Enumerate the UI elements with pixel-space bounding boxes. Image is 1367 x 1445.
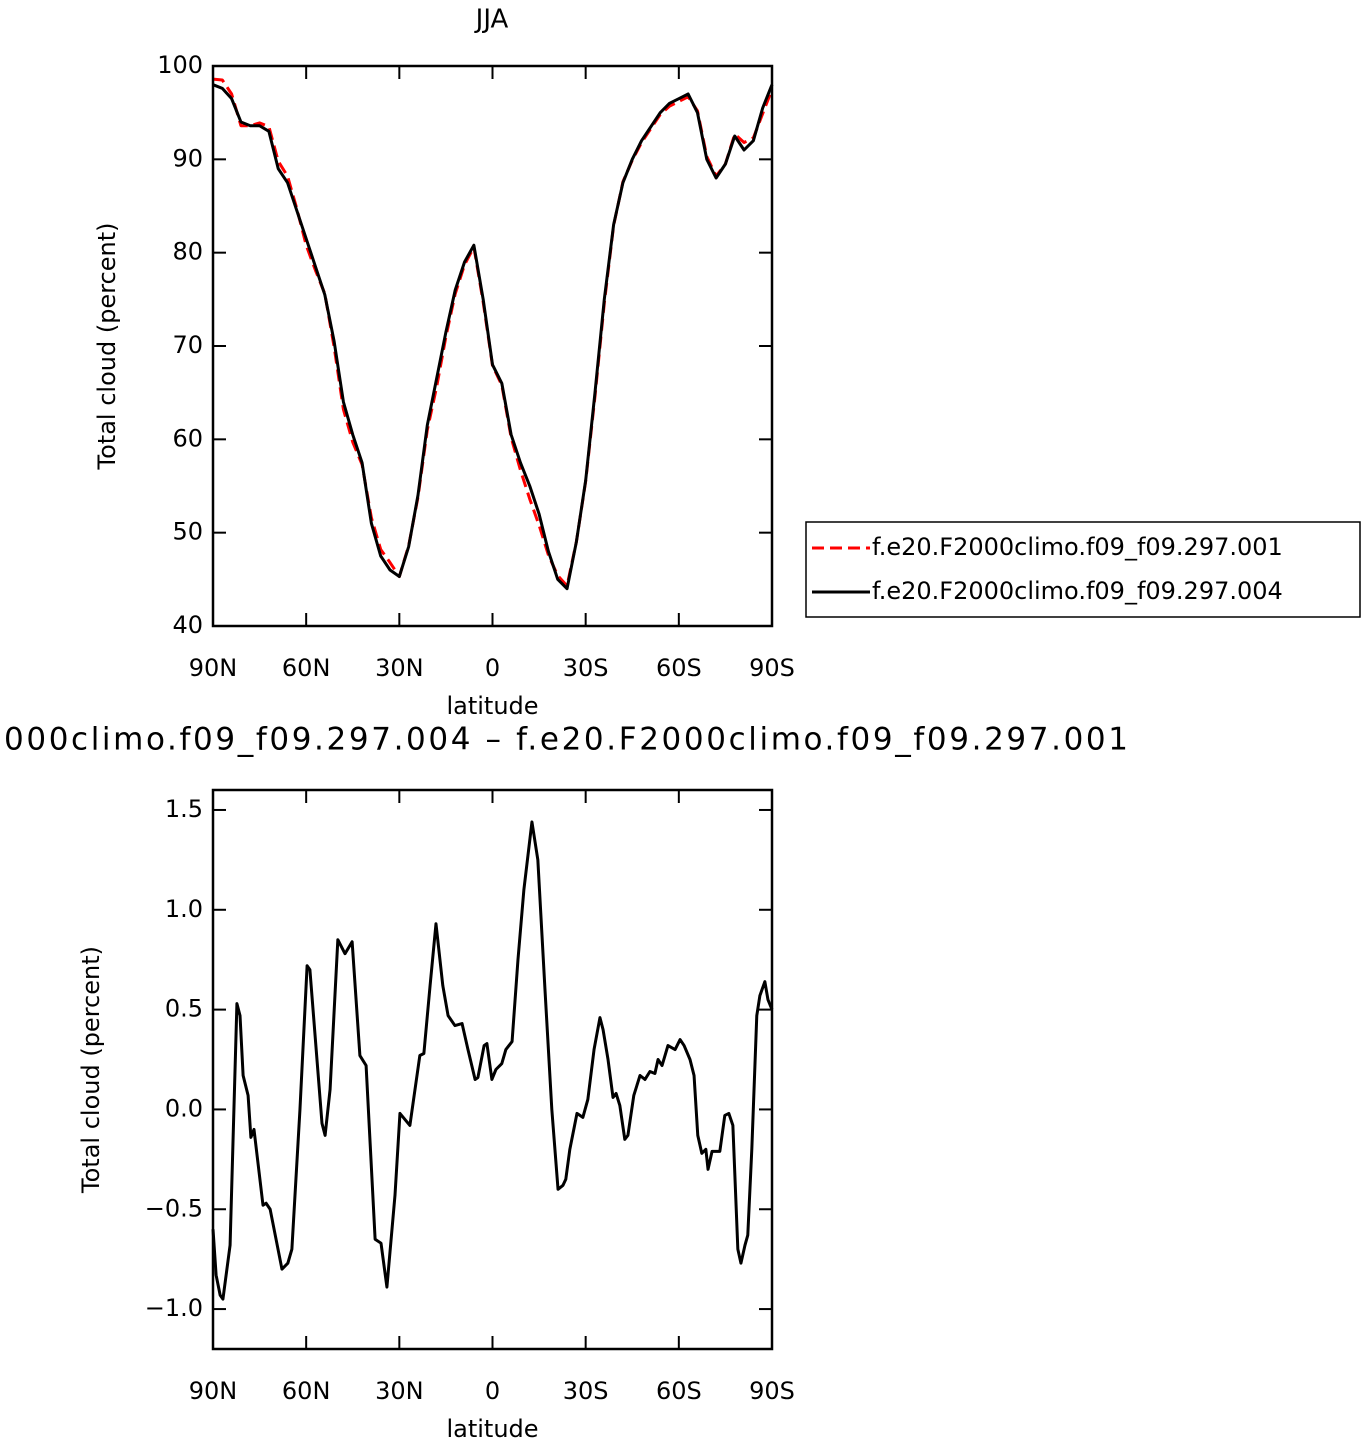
y-tick-label: −0.5 [145, 1194, 203, 1222]
x-tick-label: 90S [749, 654, 795, 682]
plot-frame [211, 64, 774, 628]
y-tick-label: 50 [172, 518, 203, 546]
y-tick-label: 0.5 [165, 995, 203, 1023]
data-line [212, 83, 774, 591]
plot-frame [211, 788, 774, 1351]
x-tick-label: 90S [749, 1377, 795, 1405]
y-tick-label: 1.0 [165, 895, 203, 923]
chart-title: 000climo.f09_f09.297.004 – f.e20.F2000cl… [4, 722, 1128, 758]
x-tick-label: 0 [485, 654, 500, 682]
y-tick-label: 60 [172, 424, 203, 452]
y-tick-label: 100 [157, 51, 203, 79]
x-tick-label: 60N [282, 654, 331, 682]
legend-label: f.e20.F2000climo.f09_f09.297.001 [872, 533, 1283, 561]
y-tick-label: −1.0 [145, 1294, 203, 1322]
y-tick-label: 70 [172, 331, 203, 359]
y-tick-label: 0.0 [165, 1094, 203, 1122]
data-line [211, 820, 774, 1301]
y-tick-label: 1.5 [165, 795, 203, 823]
y-axis-label: Total cloud (percent) [93, 223, 121, 471]
x-tick-label: 60N [282, 1377, 331, 1405]
chart-title: JJA [474, 5, 509, 35]
x-tick-label: 60S [656, 654, 702, 682]
y-axis-label: Total cloud (percent) [77, 946, 105, 1194]
legend-box [805, 521, 1361, 618]
y-tick-label: 90 [172, 144, 203, 172]
x-tick-label: 30N [375, 1377, 424, 1405]
legend-label: f.e20.F2000climo.f09_f09.297.004 [872, 577, 1283, 605]
x-tick-label: 30S [563, 1377, 609, 1405]
x-tick-label: 30N [375, 654, 424, 682]
y-tick-label: 80 [172, 238, 203, 266]
data-line [212, 77, 774, 588]
x-tick-label: 90N [189, 654, 238, 682]
x-axis-label: latitude [446, 1415, 538, 1443]
x-axis-label: latitude [446, 692, 538, 720]
x-tick-label: 30S [563, 654, 609, 682]
x-tick-label: 90N [189, 1377, 238, 1405]
x-tick-label: 60S [656, 1377, 702, 1405]
x-tick-label: 0 [485, 1377, 500, 1405]
y-tick-label: 40 [172, 611, 203, 639]
